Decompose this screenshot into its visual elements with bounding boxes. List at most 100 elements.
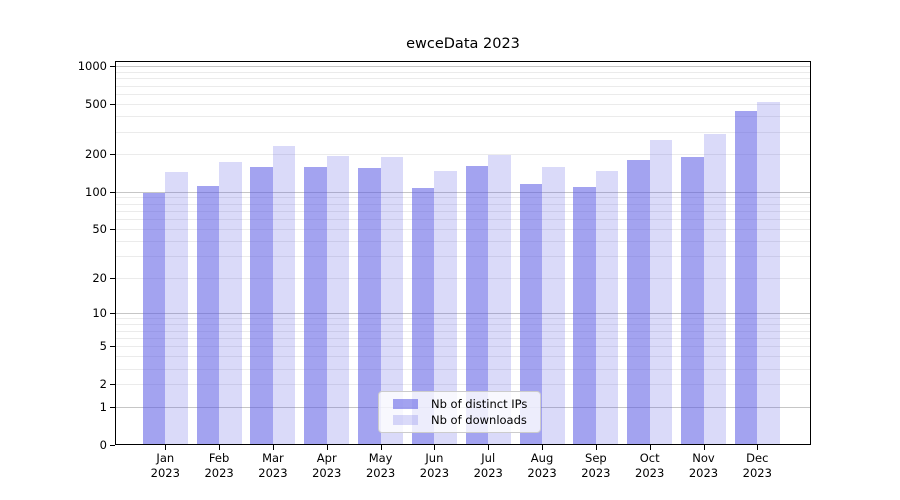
x-tick-label-year: 2023: [527, 466, 557, 480]
x-tick-label-year: 2023: [365, 466, 396, 480]
x-tick-mark: [381, 445, 382, 450]
x-tick-mark: [757, 445, 758, 450]
gridline-minor: [115, 104, 811, 106]
y-tick-label: 100: [85, 184, 107, 199]
gridline-minor: [115, 94, 811, 96]
y-tick-label: 20: [92, 270, 107, 285]
gridline-minor: [115, 229, 811, 231]
x-tick-mark: [219, 445, 220, 450]
x-tick-label-month: Apr: [316, 451, 337, 465]
y-tick-label: 1000: [77, 59, 107, 74]
bar-downloads-feb: [219, 162, 242, 445]
bar-downloads-jan: [165, 171, 188, 445]
gridline-minor: [115, 256, 811, 258]
gridline-major: [115, 191, 811, 193]
x-tick-label-year: 2023: [312, 466, 342, 480]
x-tick-label-year: 2023: [742, 466, 772, 480]
bar-downloads-oct: [649, 139, 673, 445]
y-tick-label: 50: [92, 222, 107, 237]
gridline-minor: [115, 277, 811, 279]
x-tick-label-year: 2023: [473, 466, 503, 480]
legend-swatch-downloads-icon: [393, 415, 418, 425]
gridline-minor: [115, 219, 811, 221]
x-tick-label: Jan 2023: [133, 451, 197, 481]
x-tick-label: May 2023: [349, 451, 413, 481]
bar-distinct-ips-aug: [519, 184, 543, 445]
bar-downloads-aug: [542, 166, 565, 445]
x-tick-label: Sep 2023: [564, 451, 628, 481]
bar-downloads-apr: [326, 155, 350, 445]
x-tick-label: Dec 2023: [725, 451, 789, 481]
y-tick-label: 1: [99, 399, 107, 414]
x-tick-label-month: Sep: [585, 451, 607, 465]
x-tick-label-year: 2023: [688, 466, 719, 480]
plot-area: [115, 61, 811, 445]
x-tick-label-month: Oct: [639, 451, 660, 465]
y-tick-mark: [110, 445, 115, 446]
gridline-minor: [115, 356, 811, 358]
y-tick-label: 10: [92, 306, 107, 321]
gridline-minor: [115, 330, 811, 332]
gridline-minor: [115, 131, 811, 133]
x-tick-label-month: May: [368, 451, 393, 465]
x-tick-label-month: Mar: [262, 451, 284, 465]
bar-downloads-dec: [757, 102, 780, 445]
x-tick-label: Jun 2023: [402, 451, 466, 481]
gridline-minor: [115, 116, 811, 118]
x-tick-mark: [434, 445, 435, 450]
bar-distinct-ips-jun: [411, 188, 435, 445]
x-tick-mark: [273, 445, 274, 450]
x-tick-mark: [488, 445, 489, 450]
y-tick-label: 5: [99, 339, 107, 354]
gridline-major: [115, 313, 811, 315]
gridline-minor: [115, 368, 811, 370]
gridline-minor: [115, 324, 811, 326]
bars-layer: [115, 61, 811, 445]
bar-distinct-ips-dec: [734, 111, 758, 445]
bar-distinct-ips-jan: [142, 193, 166, 445]
x-tick-label-month: Dec: [746, 451, 769, 465]
x-tick-label: Nov 2023: [672, 451, 736, 481]
gridline-minor: [115, 203, 811, 205]
y-tick-label: 0: [99, 437, 107, 452]
gridline-minor: [115, 211, 811, 213]
x-tick-label-month: Jun: [425, 451, 444, 465]
x-tick-label-year: 2023: [204, 466, 234, 480]
gridline-minor: [115, 241, 811, 243]
x-tick-label-month: Jan: [156, 451, 175, 465]
x-tick-label-month: Feb: [208, 451, 230, 465]
bar-downloads-may: [380, 156, 404, 445]
legend: Nb of distinct IPs Nb of downloads: [378, 391, 541, 433]
gridline-minor: [115, 318, 811, 320]
gridline-minor: [115, 78, 811, 80]
bar-downloads-nov: [703, 134, 726, 445]
x-tick-label-month: Aug: [530, 451, 554, 465]
x-tick-label: Jul 2023: [456, 451, 520, 481]
x-tick-label: Feb 2023: [187, 451, 251, 481]
x-tick-label-month: Nov: [692, 451, 715, 465]
bar-distinct-ips-may: [358, 167, 381, 445]
x-tick-label: Aug 2023: [510, 451, 574, 481]
gridline-minor: [115, 346, 811, 348]
legend-label-downloads: Nb of downloads: [431, 413, 527, 427]
y-tick-label: 500: [85, 97, 107, 112]
x-tick-mark: [542, 445, 543, 450]
legend-swatch-distinct-ips-icon: [393, 399, 418, 409]
x-tick-mark: [704, 445, 705, 450]
bar-distinct-ips-feb: [196, 185, 220, 445]
gridline-minor: [115, 71, 811, 73]
gridline-minor: [115, 384, 811, 386]
bar-distinct-ips-sep: [573, 187, 596, 445]
x-tick-label-year: 2023: [419, 466, 450, 480]
bar-downloads-jul: [488, 155, 511, 445]
legend-label-distinct-ips: Nb of distinct IPs: [431, 397, 528, 411]
gridline-minor: [115, 337, 811, 339]
x-tick-label: Mar 2023: [241, 451, 305, 481]
gridline-major: [115, 66, 811, 68]
y-tick-label: 2: [99, 377, 107, 392]
x-tick-label-year: 2023: [150, 466, 180, 480]
x-tick-label-month: Jul: [481, 451, 496, 465]
x-tick-label-year: 2023: [258, 466, 288, 480]
x-tick-mark: [327, 445, 328, 450]
